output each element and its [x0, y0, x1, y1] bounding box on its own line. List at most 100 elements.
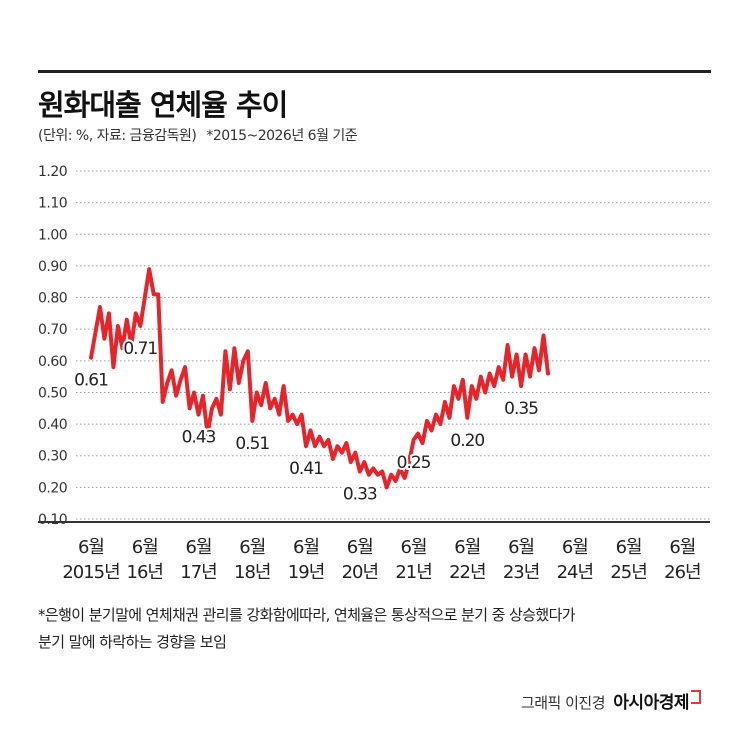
data-point — [102, 337, 107, 341]
unit-source: (단위: %, 자료: 금융감독원) — [38, 128, 197, 144]
footnote-line-2: 분기 말에 하락하는 경향을 보임 — [38, 633, 227, 651]
data-point — [93, 330, 98, 334]
data-point — [241, 359, 245, 363]
data-point — [367, 473, 371, 477]
data-point — [232, 346, 236, 350]
data-point — [546, 371, 550, 376]
data-point — [425, 419, 429, 423]
data-point — [443, 400, 447, 404]
data-point — [143, 295, 147, 300]
brand-name: 아시아경제 — [613, 693, 689, 713]
x-tick-year: 18년 — [234, 562, 270, 583]
x-tick-year: 26년 — [664, 562, 700, 583]
data-point — [125, 318, 129, 322]
data-point — [134, 311, 138, 315]
data-point — [219, 413, 223, 417]
y-tick-label: 1.00 — [38, 227, 67, 243]
data-label: 0.51 — [235, 434, 269, 454]
data-point — [331, 457, 335, 461]
data-point — [98, 305, 102, 309]
data-point — [394, 479, 398, 483]
data-label-halo: 0.35 — [504, 399, 538, 419]
title-rule — [38, 70, 711, 73]
data-label-halo: 0.71 — [123, 339, 157, 359]
x-tick-month: 6월 — [401, 537, 427, 558]
data-point — [501, 378, 505, 382]
data-point — [497, 365, 501, 369]
data-point — [277, 413, 281, 417]
x-tick-month: 6월 — [132, 537, 158, 558]
x-tick-year: 25년 — [610, 562, 646, 583]
x-tick-year: 23년 — [503, 562, 539, 583]
data-point — [528, 375, 532, 379]
data-point — [107, 311, 111, 315]
x-tick-year: 2015년 — [62, 562, 119, 583]
y-tick-label: 0.90 — [38, 259, 67, 275]
author-credit: 그래픽 이진경 — [520, 694, 606, 712]
data-point — [515, 352, 519, 357]
y-tick-label: 0.20 — [38, 480, 67, 496]
series-line — [89, 267, 550, 490]
data-point — [286, 419, 290, 423]
data-point — [371, 466, 375, 470]
y-tick-label: 0.30 — [38, 449, 67, 465]
data-label: 0.25 — [397, 453, 431, 473]
data-point — [174, 394, 178, 398]
data-point — [398, 466, 402, 470]
data-label: 0.71 — [123, 339, 157, 359]
footnote-line-1: *은행이 분기말에 연체채권 관리를 강화함에따라, 연체율은 통상적으로 분기… — [38, 606, 576, 624]
data-point — [434, 413, 438, 417]
x-tick-month: 6월 — [616, 537, 642, 558]
y-tick-label: 0.40 — [38, 417, 67, 433]
data-point — [335, 444, 339, 448]
footnote: *은행이 분기말에 연체채권 관리를 강화함에따라, 연체율은 통상적으로 분기… — [38, 602, 718, 656]
data-point — [403, 476, 407, 480]
data-point — [165, 381, 169, 385]
brand-mark-icon — [691, 690, 701, 704]
data-point — [129, 343, 133, 347]
x-tick-year: 24년 — [557, 562, 593, 583]
data-point — [304, 444, 308, 448]
data-point — [156, 292, 160, 296]
data-label-halo: 0.52 — [612, 0, 646, 5]
data-point — [510, 375, 514, 379]
data-label: 0.33 — [343, 485, 377, 505]
data-point — [407, 460, 411, 464]
data-point — [147, 267, 151, 271]
data-point — [161, 400, 165, 404]
data-point — [237, 381, 241, 385]
data-point — [456, 397, 460, 401]
data-label: 0.41 — [289, 459, 323, 479]
data-label-halo: 0.56 — [665, 0, 699, 5]
data-point — [152, 292, 156, 296]
data-point — [187, 406, 192, 410]
data-point — [111, 365, 115, 369]
chart-title: 원화대출 연체율 추이 — [38, 88, 288, 122]
data-point — [532, 346, 537, 350]
data-point — [488, 371, 492, 376]
y-tick-label: 0.80 — [38, 291, 67, 307]
data-point — [259, 403, 263, 407]
data-label-halo: 0.41 — [289, 459, 323, 479]
data-label: 0.52 — [612, 0, 646, 5]
data-point — [461, 378, 465, 382]
data-point — [295, 422, 299, 426]
data-point — [313, 444, 317, 448]
x-tick-month: 6월 — [508, 537, 534, 558]
line-chart: 1.20 1.10 1.00 0.90 0.80 0.70 0.60 0.50 0.40 0.30… — [38, 0, 710, 583]
data-point — [228, 387, 232, 391]
data-label: 0.42 — [558, 0, 592, 5]
data-point — [385, 485, 389, 489]
x-tick-month: 6월 — [186, 537, 212, 558]
data-point — [506, 343, 510, 347]
data-point — [120, 346, 124, 350]
x-tick-month: 6월 — [454, 537, 480, 558]
x-tick-year: 22년 — [449, 562, 485, 583]
x-tick-month: 6월 — [562, 537, 588, 558]
data-point — [479, 375, 483, 379]
data-point — [170, 368, 174, 372]
data-point — [358, 469, 362, 474]
data-point — [438, 422, 443, 426]
data-point — [326, 438, 331, 442]
data-point — [299, 413, 304, 417]
